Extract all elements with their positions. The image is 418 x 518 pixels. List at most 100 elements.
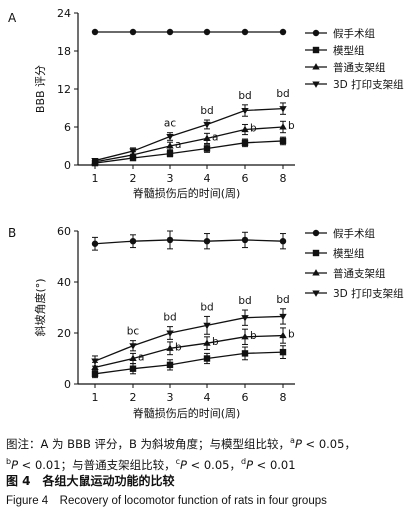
significance-label: bd	[200, 301, 213, 313]
x-tick-label: 2	[130, 172, 137, 185]
x-tick-label: 8	[280, 172, 287, 185]
significance-label: b	[288, 120, 295, 132]
y-axis-label: 斜坡角度(°)	[33, 278, 47, 336]
note-threshold-1: < 0.05，	[301, 436, 356, 451]
y-tick-label: 40	[57, 276, 71, 289]
series-line	[94, 239, 284, 245]
legend-marker	[312, 269, 320, 276]
data-point	[241, 332, 249, 340]
data-point	[91, 370, 99, 377]
note-threshold-4: < 0.01	[253, 457, 296, 472]
data-point	[129, 238, 137, 245]
data-point	[241, 107, 249, 115]
data-point	[91, 158, 99, 165]
legend-label: 假手术组	[333, 27, 375, 40]
data-point	[203, 238, 211, 245]
legend-marker	[312, 249, 320, 257]
panel-label: B	[8, 226, 16, 240]
significance-label: bd	[200, 105, 213, 117]
figure-title-zh: 图 4 各组大鼠运动功能的比较	[6, 474, 175, 488]
series-line	[94, 140, 284, 164]
significance-label: a	[212, 131, 218, 143]
data-point	[279, 238, 287, 245]
data-point	[279, 313, 287, 321]
data-point	[241, 125, 249, 133]
data-point	[166, 361, 174, 369]
x-axis-label: 脊髓损伤后的时间(周)	[133, 186, 241, 200]
note-prefix: 图注：A 为 BBB 评分，B 为斜坡角度；与模型组比较，	[6, 436, 291, 451]
figure-title-en: Figure 4 Recovery of locomotor function …	[6, 495, 327, 507]
data-point	[166, 150, 174, 157]
data-point	[241, 28, 249, 36]
significance-label: ac	[164, 118, 176, 130]
series-1	[91, 230, 287, 251]
legend-label: 普通支架组	[333, 267, 386, 280]
data-point	[91, 358, 99, 365]
significance-label: bd	[163, 312, 176, 324]
data-point	[129, 343, 137, 350]
note-threshold-3: < 0.05，	[186, 457, 241, 472]
legend-marker	[312, 46, 320, 54]
data-point	[166, 236, 174, 244]
legend-marker	[312, 63, 320, 70]
legend-marker	[312, 290, 320, 297]
significance-label: b	[250, 330, 257, 342]
series-4	[91, 308, 287, 367]
note-p-1: P	[294, 436, 302, 451]
data-point	[279, 123, 287, 130]
significance-label: b	[175, 341, 182, 353]
data-point	[129, 365, 137, 372]
y-tick-label: 12	[57, 83, 71, 96]
chart-panel-b: B 0 20 40 60 1 2 3 4 6 8 脊髓损伤后的时间(周) 斜坡角度(°) bc bd bd bd…	[8, 225, 404, 420]
data-point	[166, 28, 174, 36]
series-line	[94, 351, 284, 375]
data-point	[129, 354, 137, 362]
data-point	[241, 350, 249, 357]
data-point	[203, 28, 211, 36]
x-tick-label: 4	[204, 391, 211, 404]
x-tick-label: 3	[167, 172, 174, 185]
data-point	[166, 133, 174, 141]
x-tick-label: 8	[280, 391, 287, 404]
series-1	[91, 28, 287, 36]
panel-label: A	[8, 11, 17, 25]
significance-label: a	[175, 139, 181, 151]
y-tick-label: 18	[57, 45, 71, 58]
series-line	[94, 334, 284, 369]
y-tick-label: 0	[64, 378, 71, 391]
legend-label: 普通支架组	[333, 61, 386, 74]
data-point	[241, 236, 249, 244]
data-point	[279, 137, 287, 145]
series-4	[91, 102, 287, 165]
series-2	[91, 345, 287, 379]
note-sup-c: c	[175, 456, 180, 466]
data-point	[129, 28, 137, 36]
data-point	[203, 134, 211, 141]
legend-label: 3D 打印支架组	[333, 78, 404, 91]
note-p-4: P	[246, 457, 253, 472]
significance-label: a	[138, 352, 144, 364]
x-tick-label: 1	[92, 391, 99, 404]
legend-label: 模型组	[333, 247, 365, 260]
data-point	[203, 339, 211, 346]
y-tick-label: 24	[57, 7, 71, 20]
data-point	[203, 322, 211, 330]
significance-label: bd	[238, 295, 251, 307]
data-point	[166, 344, 174, 351]
data-point	[91, 363, 99, 370]
series-line	[94, 126, 284, 163]
note-p-3: P	[179, 457, 187, 472]
x-tick-label: 3	[167, 391, 174, 404]
x-tick-label: 2	[130, 391, 137, 404]
data-point	[241, 315, 249, 322]
data-point	[91, 240, 99, 247]
data-point	[279, 106, 287, 113]
legend-marker	[312, 81, 320, 88]
data-point	[166, 330, 174, 337]
data-point	[279, 331, 287, 339]
figure-note: 图注：A 为 BBB 评分，B 为斜坡角度；与模型组比较，aP < 0.05， b…	[6, 432, 412, 474]
significance-label: b	[288, 329, 295, 341]
significance-label: bd	[238, 90, 251, 102]
